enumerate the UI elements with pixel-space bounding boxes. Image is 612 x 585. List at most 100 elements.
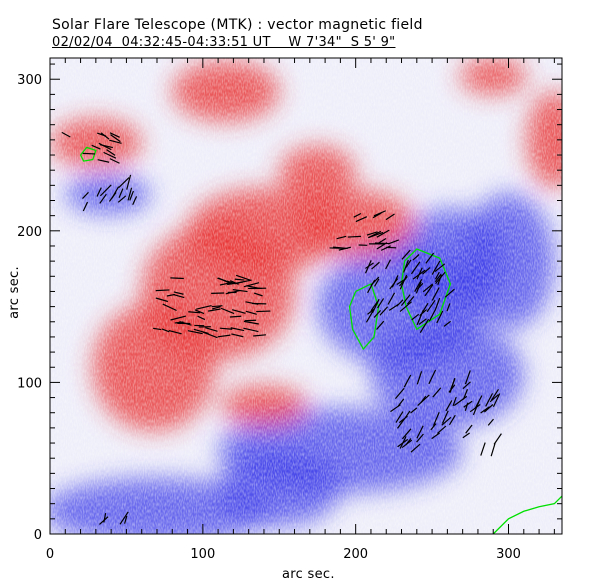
field-vector (443, 320, 451, 327)
field-vector (353, 212, 362, 218)
field-vector (370, 301, 379, 312)
y-tick-label: 200 (17, 225, 42, 240)
field-vector (243, 327, 259, 333)
field-vector (127, 187, 133, 201)
field-vector (416, 267, 423, 280)
field-vector (492, 393, 501, 408)
field-vector (226, 280, 236, 285)
field-vector (99, 184, 112, 197)
field-vector (462, 432, 470, 439)
field-vector (387, 292, 396, 305)
field-vector (399, 274, 408, 290)
field-vector (173, 291, 184, 295)
field-vector (431, 432, 440, 440)
field-vector (374, 278, 380, 287)
field-vector (129, 190, 134, 201)
field-vector (462, 388, 469, 400)
field-vector (373, 310, 382, 318)
field-vector (390, 404, 401, 413)
field-vector (212, 306, 221, 310)
field-vector (367, 231, 384, 239)
field-vector (219, 327, 233, 330)
x-tick-label: 0 (46, 547, 54, 562)
x-tick-label: 300 (496, 547, 521, 562)
field-vector (391, 275, 399, 288)
field-vector (367, 308, 375, 315)
field-vector (96, 132, 107, 137)
field-vector (446, 303, 451, 312)
field-vector (365, 262, 374, 269)
field-vector (234, 278, 245, 281)
field-vector (424, 284, 434, 297)
field-vector (406, 296, 415, 305)
field-vector (441, 410, 449, 424)
field-vector (246, 285, 260, 290)
plot-frame (49, 57, 563, 535)
contour-line (79, 146, 97, 162)
field-vector (422, 283, 434, 293)
field-vector (434, 263, 446, 273)
field-vector (231, 333, 244, 338)
field-vector (118, 188, 124, 199)
field-vector (170, 315, 187, 321)
field-vector (371, 298, 380, 314)
field-vector (243, 282, 260, 288)
field-vector (197, 315, 206, 321)
field-vector (445, 400, 453, 412)
field-vector (410, 261, 421, 275)
field-vector (485, 393, 494, 407)
field-vector (367, 279, 376, 294)
field-vector (399, 301, 412, 313)
field-vector (188, 311, 201, 314)
field-vector (462, 381, 471, 390)
field-vector (82, 201, 89, 212)
field-vector (426, 299, 436, 313)
field-vector (106, 149, 116, 156)
field-vector (364, 260, 372, 274)
field-vector (434, 297, 441, 310)
field-vector (103, 151, 117, 159)
field-vector (414, 279, 423, 293)
field-vector (493, 433, 502, 445)
field-vector (437, 274, 443, 285)
field-vector (425, 252, 435, 264)
field-vector (230, 280, 239, 285)
field-vector (336, 235, 347, 240)
field-vector (385, 259, 392, 270)
field-vector (109, 139, 122, 144)
y-tick-label: 0 (34, 528, 42, 543)
field-vector (489, 394, 499, 403)
field-vector (155, 297, 169, 303)
field-vector (417, 394, 430, 407)
field-vector (217, 277, 227, 282)
field-vector (432, 387, 442, 398)
field-vector (124, 515, 128, 524)
contour-line (400, 248, 452, 331)
field-vector (464, 370, 471, 385)
field-vector (416, 371, 423, 385)
field-vector (400, 294, 411, 306)
field-vector (162, 303, 177, 312)
field-vector (170, 277, 184, 280)
y-tick-label: 300 (17, 73, 42, 88)
field-vector (410, 407, 418, 414)
field-vector (230, 327, 245, 332)
field-vector (161, 328, 170, 333)
field-vector (434, 271, 440, 280)
field-vector (243, 320, 259, 325)
field-vector (387, 239, 400, 245)
field-vector (464, 402, 469, 411)
field-vector (422, 267, 431, 275)
field-vector (419, 318, 430, 333)
field-vector (126, 174, 132, 190)
field-vector (394, 387, 405, 400)
field-vector (430, 423, 437, 431)
chart-subtitle: 02/02/04 04:32:45-04:33:51 UT W 7'34" S … (52, 35, 396, 50)
field-vector (347, 235, 361, 238)
field-vector (172, 293, 185, 299)
field-vector (418, 318, 427, 325)
field-vector (396, 418, 406, 429)
field-vector (431, 260, 441, 275)
field-vector (211, 305, 223, 308)
contour-line (492, 495, 562, 534)
